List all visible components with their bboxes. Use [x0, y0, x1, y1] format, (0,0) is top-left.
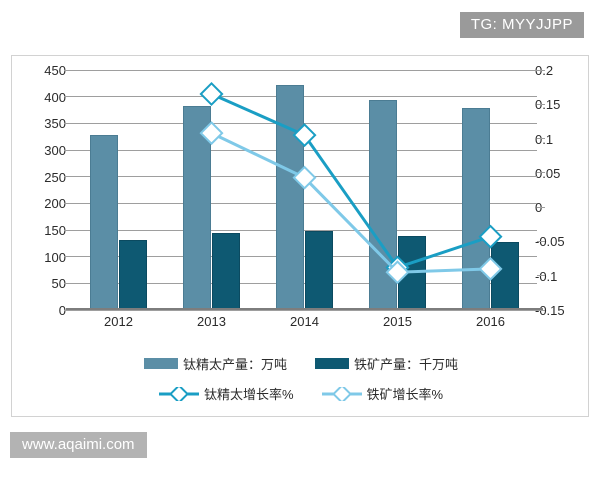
y-tick-label-left: 200 — [44, 196, 66, 212]
tick-mark-right — [537, 103, 545, 105]
legend-row-lines: 钛精太增长率% 铁矿增长率% — [12, 383, 590, 404]
gridline — [72, 229, 537, 231]
top-watermark-badge: TG: MYYJJPP — [459, 12, 584, 39]
bar-2014-s1 — [275, 85, 305, 310]
x-tick-label-2014: 2014 — [290, 314, 319, 329]
line-marker-s2 — [199, 121, 224, 146]
bar-2016-s1 — [461, 108, 491, 310]
legend-swatch-icon — [143, 358, 178, 369]
line-marker-s2 — [478, 256, 503, 281]
tick-mark-right — [537, 206, 545, 208]
tick-mark-right — [537, 172, 545, 174]
legend-label: 钛精太产量：万吨 — [182, 357, 287, 372]
y-tick-label-right: -0.1 — [535, 268, 558, 284]
bar-2014-s2 — [304, 230, 334, 310]
legend-label: 钛精太增长率% — [203, 387, 294, 402]
line-series-group — [199, 81, 503, 285]
y-tick-label-right: -0.15 — [535, 303, 565, 318]
tick-mark-right — [537, 69, 545, 71]
gridline — [72, 69, 537, 71]
tick-mark-left — [64, 256, 72, 258]
x-axis-line — [66, 308, 543, 310]
gridline — [72, 309, 537, 311]
tick-mark-left — [64, 122, 72, 124]
gridline — [72, 149, 537, 151]
bar-2012-s2 — [118, 239, 148, 310]
legend-row-bars: 钛精太产量：万吨 铁矿产量：千万吨 — [12, 354, 590, 373]
x-axis-labels: 2012 2013 2014 2015 2016 — [72, 314, 537, 338]
tick-mark-left — [64, 309, 72, 311]
legend-line-marker-icon — [158, 383, 199, 404]
tick-mark-left — [64, 282, 72, 284]
gridline — [72, 96, 537, 98]
plot-wrapper: 0 50 100 150 200 250 300 350 400 450 -0.15 -0.1 -0.… — [12, 56, 590, 346]
x-tick-label-2012: 2012 — [104, 314, 133, 329]
legend-line-marker-icon — [321, 383, 362, 404]
tick-mark-left — [64, 176, 72, 178]
x-tick-label-2016: 2016 — [476, 314, 505, 329]
x-tick-label-2013: 2013 — [197, 314, 226, 329]
line-marker-s1 — [478, 224, 503, 249]
y-tick-label-left: 0 — [58, 303, 66, 318]
legend-label: 铁矿增长率% — [366, 387, 444, 402]
y-tick-label-left: 50 — [51, 276, 66, 292]
tick-mark-right — [537, 138, 545, 140]
tick-mark-left — [64, 202, 72, 204]
line-path-s2 — [210, 131, 491, 274]
line-path-s1 — [210, 92, 491, 270]
tick-mark-left — [64, 69, 72, 71]
y-tick-label-left: 450 — [44, 63, 66, 78]
y-tick-label-left: 400 — [44, 89, 66, 105]
y-tick-label-right: -0.05 — [535, 234, 565, 250]
x-tick-label-2015: 2015 — [383, 314, 412, 329]
y-axis-left: 0 50 100 150 200 250 300 350 400 450 — [20, 64, 66, 317]
y-tick-label-right: 0.05 — [535, 165, 561, 181]
tick-mark-left — [64, 149, 72, 151]
legend-item[interactable]: 钛精太产量：万吨 — [143, 354, 287, 373]
line-marker-s2 — [385, 260, 410, 285]
y-tick-label-left: 100 — [44, 249, 66, 265]
line-marker-s1 — [199, 81, 224, 107]
plot-area — [64, 69, 545, 311]
chart-container: 0 50 100 150 200 250 300 350 400 450 -0.15 -0.1 -0.… — [11, 55, 589, 417]
tick-mark-left — [64, 96, 72, 98]
y-tick-label-left: 150 — [44, 223, 66, 238]
tick-mark-right — [537, 309, 545, 311]
legend-swatch-icon — [315, 358, 349, 369]
line-marker-s2 — [292, 165, 317, 190]
gridline — [72, 202, 537, 204]
line-marker-s1 — [292, 123, 317, 148]
tick-mark-right — [537, 275, 545, 277]
y-tick-label-right: 0.2 — [535, 63, 554, 78]
y-tick-label-right: 0.1 — [535, 131, 554, 147]
y-tick-label-left: 250 — [44, 169, 66, 185]
y-axis-right: -0.15 -0.1 -0.05 0 0.05 0.1 0.15 0.2 — [535, 64, 581, 317]
y-tick-label-right: 0 — [535, 200, 543, 216]
y-tick-label-left: 300 — [44, 143, 66, 158]
legend-label: 铁矿产量：千万吨 — [354, 357, 459, 372]
chart-legend: 钛精太产量：万吨 铁矿产量：千万吨 钛精太增长率% 铁矿增长率% — [12, 346, 590, 416]
tick-mark-right — [537, 240, 545, 242]
legend-item[interactable]: 钛精太增长率% — [158, 383, 294, 404]
y-tick-label-left: 350 — [44, 116, 66, 132]
legend-item[interactable]: 铁矿产量：千万吨 — [315, 354, 458, 373]
site-watermark-badge: www.aqaimi.com — [10, 431, 147, 458]
legend-item[interactable]: 铁矿增长率% — [321, 383, 444, 404]
y-tick-label-right: 0.15 — [535, 97, 561, 113]
bar-2013-s2 — [211, 233, 241, 310]
tick-mark-left — [64, 229, 72, 231]
